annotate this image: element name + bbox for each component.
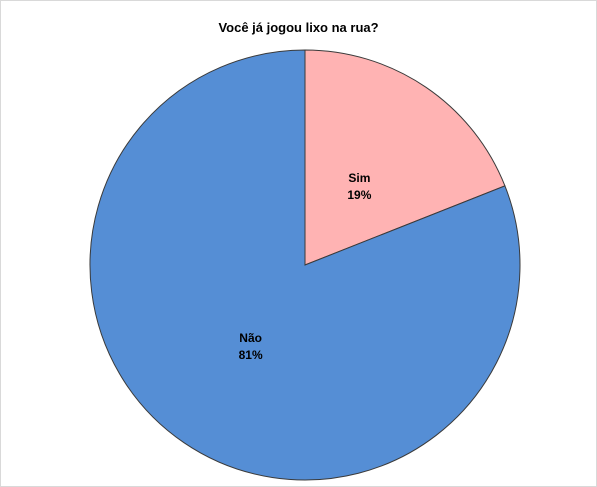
slice-value-não: 81%: [239, 348, 263, 362]
slice-label-não: Não: [239, 331, 262, 345]
pie-slice-não: [89, 49, 521, 481]
slice-value-sim: 19%: [347, 188, 371, 202]
chart-title: Você já jogou lixo na rua?: [218, 20, 379, 35]
pie-slice-sim: [304, 49, 506, 266]
slice-label-sim: Sim: [348, 171, 370, 185]
